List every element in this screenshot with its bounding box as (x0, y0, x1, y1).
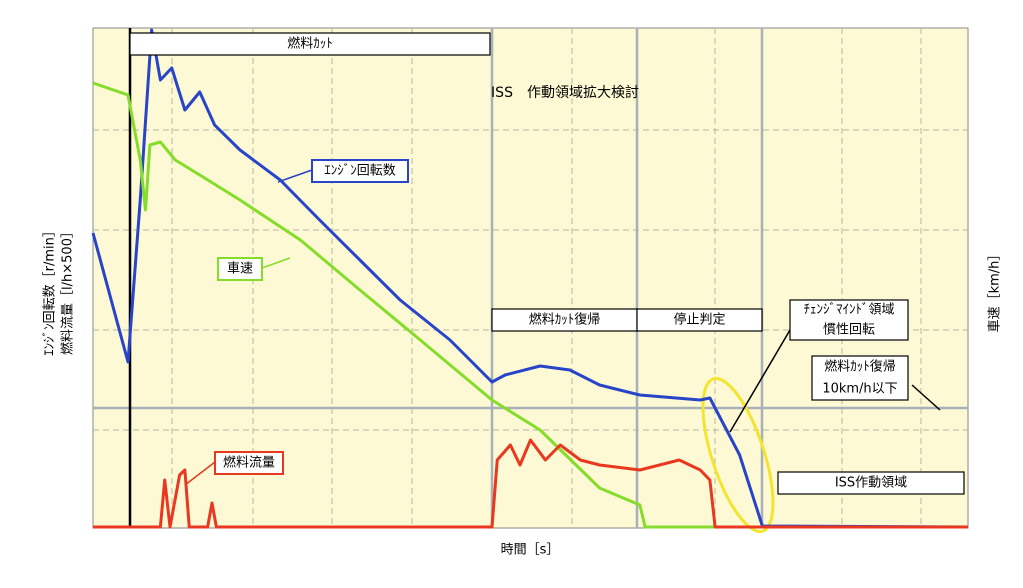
series-line (91, 28, 969, 529)
legend-box (217, 257, 263, 281)
annotation-box (636, 308, 763, 332)
chart-title: ISS 作動領域拡大検討 (491, 84, 639, 101)
legend-label: 燃料流量 (223, 455, 275, 471)
annotation: ﾁｪﾝｼﾞﾏｲﾝﾄﾞ領域 (803, 302, 894, 318)
legend-box (311, 159, 409, 183)
legend-label: 車速 (227, 262, 253, 277)
y2-axis-label: 車速［km/h］ (988, 248, 1003, 333)
annotation: 10km/h以下 (822, 382, 897, 397)
legend-box (214, 451, 284, 475)
y-axis-label: ｴﾝｼﾞﾝ回転数［r/min］ (43, 224, 58, 356)
annotation: ISS作動領域 (835, 475, 907, 491)
x-axis-label: 時間［s］ (501, 543, 560, 558)
annotation-box (129, 32, 491, 56)
annotation: 燃料ｶｯﾄ復帰 (529, 312, 601, 328)
annotation: 燃料ｶｯﾄ復帰 (824, 359, 896, 375)
annotation-box (811, 355, 909, 401)
legend-label: ｴﾝｼﾞﾝ回転数 (324, 164, 396, 179)
annotation-box (777, 471, 965, 495)
series-line (92, 81, 968, 529)
annotation: 燃料ｶｯﾄ (287, 36, 333, 52)
series-line (93, 438, 968, 529)
y-axis-label: 燃料流量［l/h×500］ (60, 225, 76, 355)
leaders (184, 169, 941, 486)
annotation-box (789, 299, 909, 341)
annotation: 慣性回転 (823, 322, 875, 338)
highlight (701, 376, 775, 534)
annotation: 停止判定 (673, 312, 725, 328)
